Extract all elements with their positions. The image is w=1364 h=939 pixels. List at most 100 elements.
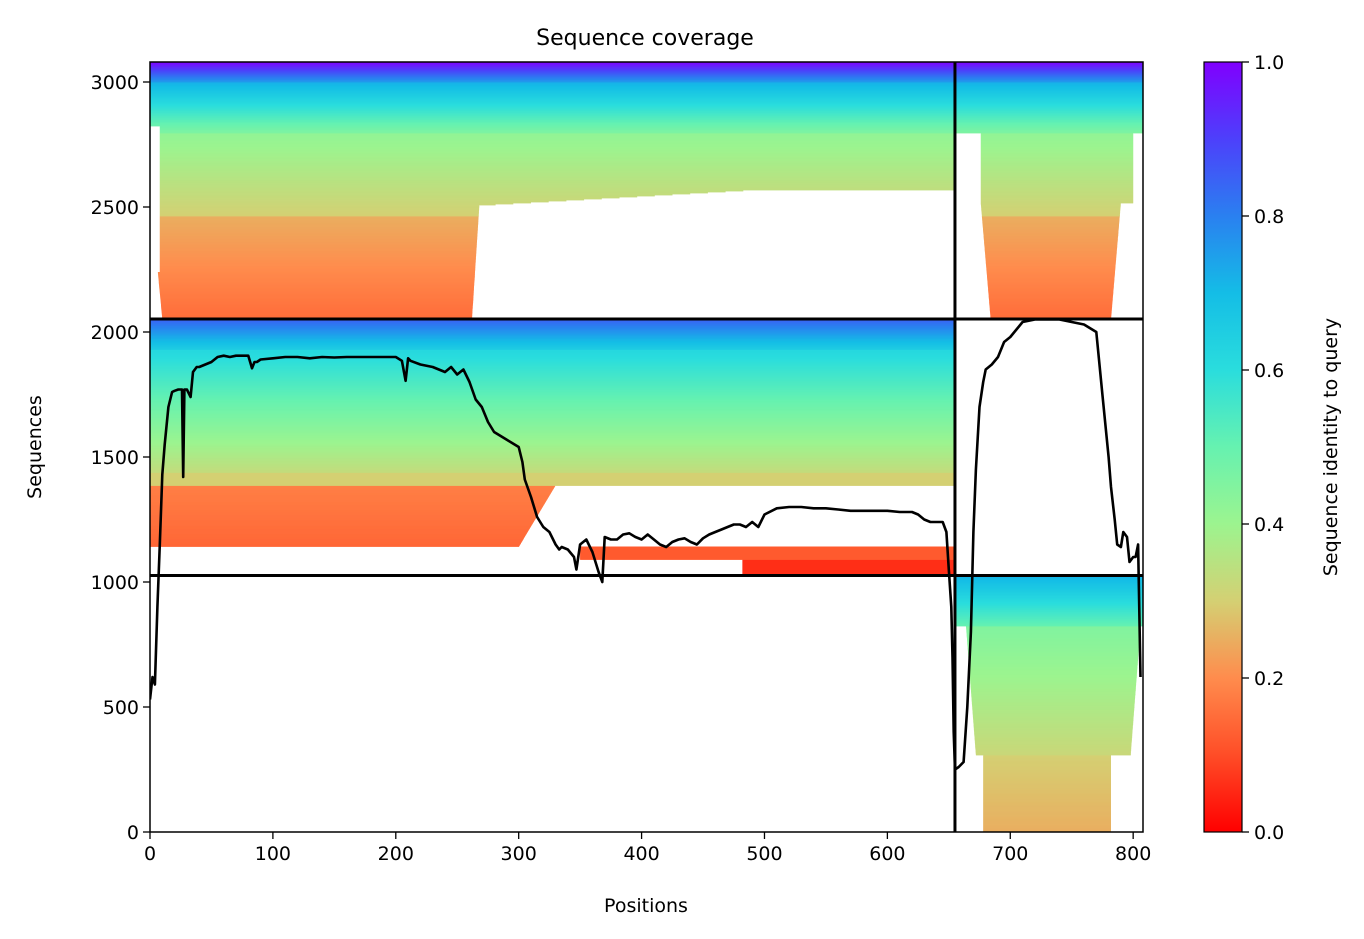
heatmap-row xyxy=(986,267,1116,269)
heatmap-row xyxy=(980,141,1134,143)
heatmap-row xyxy=(742,563,955,565)
heatmap-row xyxy=(150,436,955,438)
heatmap-row xyxy=(159,177,955,179)
heatmap-row xyxy=(988,292,1114,294)
heatmap-row xyxy=(980,179,1134,181)
heatmap-row xyxy=(956,602,1143,604)
heatmap-row xyxy=(956,619,1143,621)
heatmap-row xyxy=(159,263,476,265)
heatmap-row xyxy=(956,91,1143,93)
heatmap-row xyxy=(159,130,955,132)
heatmap-row xyxy=(969,671,1138,673)
heatmap-row xyxy=(158,274,475,276)
heatmap-row xyxy=(150,502,545,504)
heatmap-row xyxy=(159,225,479,227)
heatmap-row xyxy=(956,607,1143,609)
heatmap-row xyxy=(970,677,1137,679)
plot-frame xyxy=(149,61,1144,833)
heatmap-row xyxy=(980,158,1134,160)
heatmap-row xyxy=(150,415,955,417)
heatmap-row xyxy=(973,721,1134,723)
heatmap-row xyxy=(150,111,955,113)
heatmap-row xyxy=(973,718,1134,720)
heatmap-row xyxy=(150,75,955,77)
heatmap-row xyxy=(956,617,1143,619)
heatmap-row xyxy=(973,728,1133,730)
heatmap-row xyxy=(150,492,551,494)
heatmap-row xyxy=(150,406,955,408)
heatmap-row xyxy=(150,120,955,122)
heatmap-row xyxy=(150,510,541,512)
heatmap-row xyxy=(956,94,1143,96)
heatmap-row xyxy=(150,495,550,497)
heatmap-row xyxy=(983,830,1111,832)
heatmap-row xyxy=(983,796,1111,798)
y-tick-label: 1000 xyxy=(91,572,139,594)
heatmap-row xyxy=(159,247,477,249)
heatmap-row xyxy=(150,104,955,106)
heatmap-row xyxy=(983,766,1111,768)
heatmap-row xyxy=(975,751,1131,753)
heatmap-row xyxy=(983,759,1111,761)
heatmap-row xyxy=(159,142,955,144)
heatmap-row xyxy=(967,643,1140,645)
heatmap-row xyxy=(983,780,1111,782)
heatmap-row xyxy=(956,100,1143,102)
heatmap-row xyxy=(967,639,1140,641)
heatmap-row xyxy=(150,529,529,531)
heatmap-row xyxy=(150,109,955,111)
heatmap-row xyxy=(150,430,955,432)
heatmap-row xyxy=(159,292,474,294)
heatmap-row xyxy=(956,606,1143,608)
heatmap-row xyxy=(160,297,474,299)
heatmap-row xyxy=(956,102,1143,104)
heatmap-row xyxy=(159,223,479,225)
heatmap-row xyxy=(983,802,1111,804)
heatmap-row xyxy=(956,104,1143,106)
heatmap-row xyxy=(159,242,477,244)
heatmap-row xyxy=(985,256,1117,258)
heatmap-row xyxy=(985,257,1117,259)
heatmap-row xyxy=(983,807,1111,809)
heatmap-row xyxy=(956,87,1143,89)
heatmap-row xyxy=(988,296,1113,298)
heatmap-row xyxy=(150,533,527,535)
heatmap-row xyxy=(150,64,955,66)
heatmap-row xyxy=(985,258,1117,260)
heatmap-row xyxy=(159,179,955,181)
heatmap-row xyxy=(968,657,1139,659)
heatmap-row xyxy=(580,551,955,553)
heatmap-row xyxy=(150,407,955,409)
heatmap-row xyxy=(983,805,1111,807)
heatmap-row xyxy=(956,583,1143,585)
heatmap-row xyxy=(983,804,1111,806)
heatmap-row xyxy=(974,742,1132,744)
heatmap-row xyxy=(150,460,955,462)
heatmap-row xyxy=(983,820,1111,822)
heatmap-row xyxy=(988,298,1113,300)
heatmap-row xyxy=(983,764,1111,766)
heatmap-row xyxy=(981,216,1120,218)
heatmap-row xyxy=(159,238,478,240)
heatmap-row xyxy=(161,308,473,310)
heatmap-row xyxy=(159,257,476,259)
heatmap-row xyxy=(986,266,1116,268)
heatmap-row xyxy=(150,364,955,366)
heatmap-row xyxy=(956,131,1143,133)
heatmap-row xyxy=(159,254,477,256)
heatmap-row xyxy=(159,258,476,260)
heatmap-row xyxy=(956,99,1143,101)
heatmap-row xyxy=(987,277,1115,279)
heatmap-row xyxy=(956,127,1143,129)
heatmap-row xyxy=(956,71,1143,73)
heatmap-row xyxy=(159,199,585,201)
x-tick-label: 400 xyxy=(623,843,659,865)
heatmap-row xyxy=(150,398,955,400)
heatmap-row xyxy=(956,103,1143,105)
heatmap-row xyxy=(972,715,1134,717)
heatmap-row xyxy=(150,337,955,339)
heatmap-row xyxy=(150,379,955,381)
heatmap-row xyxy=(956,113,1143,115)
heatmap-row xyxy=(150,393,955,395)
heatmap-row xyxy=(150,409,955,411)
